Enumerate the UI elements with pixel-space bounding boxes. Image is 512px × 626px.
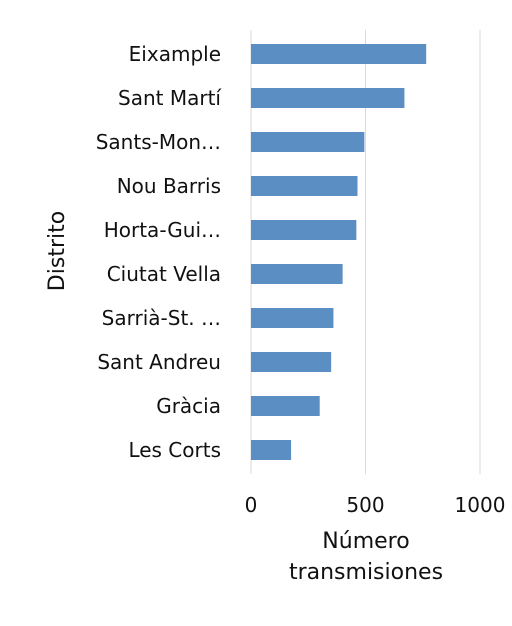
x-tick-label: 1000 xyxy=(455,493,506,517)
bar-4 xyxy=(251,220,357,240)
category-label: Ciutat Vella xyxy=(107,262,221,286)
bar-1 xyxy=(251,88,405,108)
bar-8 xyxy=(251,396,320,416)
category-label: Gràcia xyxy=(156,394,221,418)
category-label: Sant Martí xyxy=(118,86,222,110)
x-tick-labels: 0 500 1000 xyxy=(245,493,506,517)
category-label: Sarrià-St. … xyxy=(102,306,221,330)
category-label: Horta-Gui… xyxy=(104,218,221,242)
bar-6 xyxy=(251,308,334,328)
bar-0 xyxy=(251,44,427,64)
y-axis-title: Distrito xyxy=(45,211,70,291)
x-tick-label: 0 xyxy=(245,493,258,517)
x-axis-title-line-1: Número xyxy=(322,529,409,554)
bar-9 xyxy=(251,440,292,460)
category-labels: Eixample Sant Martí Sants-Mon… Nou Barris Ho… xyxy=(96,42,223,462)
bar-3 xyxy=(251,176,358,196)
bar-2 xyxy=(251,132,365,152)
category-label: Nou Barris xyxy=(117,174,221,198)
x-axis-title-line-2: transmisiones xyxy=(289,560,443,585)
category-label: Les Corts xyxy=(128,438,221,462)
category-label: Eixample xyxy=(129,42,221,66)
category-label: Sants-Mon… xyxy=(96,130,221,154)
bars xyxy=(251,44,427,460)
bar-7 xyxy=(251,352,332,372)
x-tick-label: 500 xyxy=(346,493,384,517)
category-label: Sant Andreu xyxy=(97,350,221,374)
bar-5 xyxy=(251,264,343,284)
